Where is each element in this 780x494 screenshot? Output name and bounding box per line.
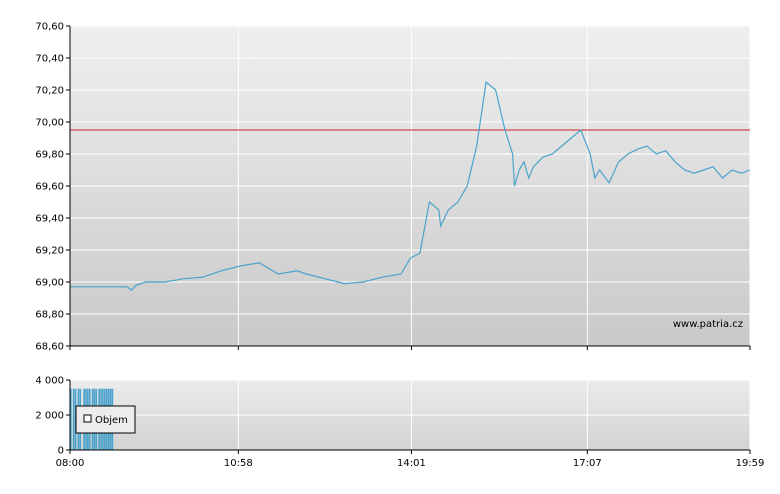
price-y-tick-label: 69,80: [35, 150, 64, 161]
price-y-axis-ticks: 68,60 68,80 69,00 69,20 69,40 69,60 69,80 70,00…: [35, 22, 70, 353]
price-y-tick-label: 70,60: [35, 22, 64, 33]
volume-bar: [70, 388, 72, 450]
price-y-tick-label: 69,00: [35, 278, 64, 289]
price-y-tick-label: 70,00: [35, 118, 64, 129]
volume-x-axis-ticks: 08:00 10:58 14:01 17:07 19:59: [56, 450, 765, 469]
volume-bar: [72, 388, 75, 450]
volume-y-tick-label: 2 000: [35, 411, 64, 422]
price-x-axis-ticks: [69, 346, 751, 350]
price-series-line: [70, 80, 751, 291]
price-horizontal-grid: [70, 25, 750, 347]
legend-swatch: [83, 414, 92, 423]
x-tick-label: 17:07: [573, 458, 602, 469]
price-panel: 68,60 68,80 69,00 69,20 69,40 69,60 69,80 70,00…: [35, 22, 751, 353]
price-y-tick-label: 68,80: [35, 310, 64, 321]
x-tick-label: 14:01: [397, 458, 426, 469]
price-y-tick-label: 69,20: [35, 246, 64, 257]
price-y-tick-label: 69,40: [35, 214, 64, 225]
price-y-tick-label: 68,60: [35, 342, 64, 353]
watermark: www.patria.cz: [673, 319, 743, 330]
x-tick-label: 10:58: [224, 458, 253, 469]
price-y-tick-label: 69,60: [35, 182, 64, 193]
volume-panel: 0 2 000 4 000 08:00 10:58 14:01 17:07 19:59 Ob…: [35, 376, 764, 470]
volume-legend: Objem: [75, 405, 136, 434]
legend-label: Objem: [95, 415, 128, 426]
price-y-tick-label: 70,40: [35, 54, 64, 65]
price-y-tick-label: 70,20: [35, 86, 64, 97]
volume-y-axis-ticks: 0 2 000 4 000: [35, 376, 70, 457]
x-tick-label: 19:59: [736, 458, 765, 469]
volume-y-tick-label: 4 000: [35, 376, 64, 387]
x-tick-label: 08:00: [56, 458, 85, 469]
volume-y-tick-label: 0: [58, 446, 64, 457]
